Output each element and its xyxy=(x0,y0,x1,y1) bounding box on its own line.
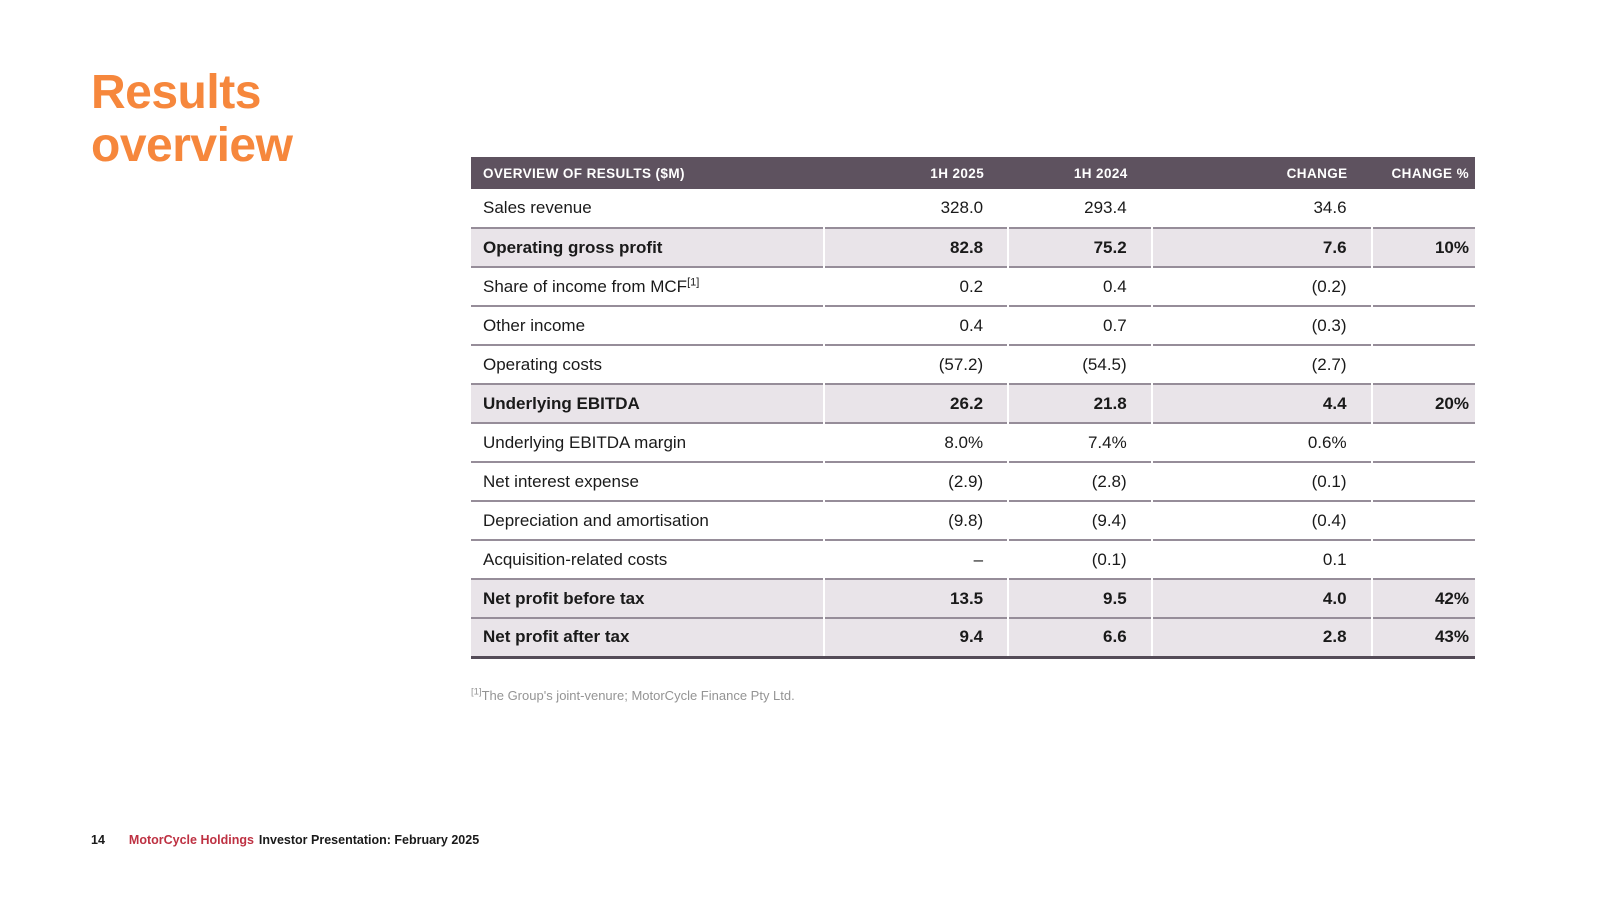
footnote-marker: [1] xyxy=(471,686,482,698)
cell-change: (2.7) xyxy=(1150,345,1372,384)
slide-footer: 14 MotorCycle Holdings Investor Presenta… xyxy=(91,833,479,847)
table-row: Operating gross profit 82.8 75.2 7.6 10% xyxy=(471,228,1475,267)
row-label: Underlying EBITDA margin xyxy=(483,432,687,452)
cell-change-pct xyxy=(1370,306,1475,345)
footnote: [1]The Group's joint-venure; MotorCycle … xyxy=(471,686,795,703)
page-title-line-2: overview xyxy=(91,119,293,172)
cell-change: 4.0 xyxy=(1150,579,1372,618)
cell-change-pct xyxy=(1370,501,1475,540)
cell-change: 0.6% xyxy=(1150,423,1372,462)
cell-1h2025: 0.2 xyxy=(823,267,1009,306)
cell-1h2025: 13.5 xyxy=(823,579,1009,618)
cell-1h2025: 82.8 xyxy=(823,228,1009,267)
page-title-line-1: Results xyxy=(91,66,261,119)
cell-change-pct: 20% xyxy=(1370,384,1475,423)
cell-1h2025: (57.2) xyxy=(823,345,1009,384)
column-header-change: CHANGE xyxy=(1151,157,1372,189)
cell-1h2024: (2.8) xyxy=(1007,462,1152,501)
row-label: Operating gross profit xyxy=(483,237,663,257)
brand-name: MotorCycle Holdings xyxy=(128,833,254,847)
row-label: Net interest expense xyxy=(483,471,639,491)
cell-change-pct xyxy=(1370,345,1475,384)
cell-change: (0.2) xyxy=(1150,267,1372,306)
table-row: Share of income from MCF[1] 0.2 0.4 (0.2… xyxy=(471,267,1475,306)
cell-change-pct: 10% xyxy=(1370,228,1475,267)
table-row: Other income 0.4 0.7 (0.3) xyxy=(471,306,1475,345)
row-label: Underlying EBITDA xyxy=(483,393,640,413)
cell-1h2025: 26.2 xyxy=(823,384,1009,423)
cell-1h2025: 328.0 xyxy=(823,189,1009,228)
cell-1h2024: 0.4 xyxy=(1007,267,1152,306)
cell-change-pct xyxy=(1370,462,1475,501)
cell-change: (0.4) xyxy=(1150,501,1372,540)
cell-1h2024: 0.7 xyxy=(1007,306,1152,345)
cell-change-pct: 42% xyxy=(1370,579,1475,618)
cell-1h2024: 75.2 xyxy=(1007,228,1152,267)
column-header-change-pct: CHANGE % xyxy=(1371,157,1475,189)
row-label: Sales revenue xyxy=(483,198,592,217)
row-label: Acquisition-related costs xyxy=(483,549,668,569)
cell-change-pct xyxy=(1370,540,1475,579)
footnote-ref: [1] xyxy=(687,275,700,288)
cell-change-pct: 43% xyxy=(1370,618,1475,657)
row-label: Other income xyxy=(483,315,586,335)
cell-1h2025: – xyxy=(823,540,1009,579)
table-row: Underlying EBITDA margin 8.0% 7.4% 0.6% xyxy=(471,423,1475,462)
table-row: Operating costs (57.2) (54.5) (2.7) xyxy=(471,345,1475,384)
cell-change-pct xyxy=(1370,423,1475,462)
column-header-overview: OVERVIEW OF RESULTS ($M) xyxy=(471,157,825,189)
column-header-1h2025: 1H 2025 xyxy=(824,157,1009,189)
table-row: Sales revenue 328.0 293.4 34.6 xyxy=(471,189,1475,228)
results-table-container: OVERVIEW OF RESULTS ($M) 1H 2025 1H 2024… xyxy=(471,157,1475,659)
table-row: Acquisition-related costs – (0.1) 0.1 xyxy=(471,540,1475,579)
cell-change: 4.4 xyxy=(1150,384,1372,423)
page-title: Results overview xyxy=(91,66,293,172)
cell-1h2025: 8.0% xyxy=(823,423,1009,462)
cell-change-pct xyxy=(1370,189,1475,228)
table-row: Depreciation and amortisation (9.8) (9.4… xyxy=(471,501,1475,540)
cell-change-pct xyxy=(1370,267,1475,306)
cell-change: 0.1 xyxy=(1150,540,1372,579)
cell-1h2025: 0.4 xyxy=(823,306,1009,345)
table-row: Net interest expense (2.9) (2.8) (0.1) xyxy=(471,462,1475,501)
cell-1h2025: 9.4 xyxy=(823,618,1009,657)
cell-1h2025: (2.9) xyxy=(823,462,1009,501)
presentation-title: Investor Presentation: February 2025 xyxy=(258,833,480,847)
footnote-text: The Group's joint-venure; MotorCycle Fin… xyxy=(481,688,795,703)
column-header-1h2024: 1H 2024 xyxy=(1008,157,1152,189)
cell-change: 2.8 xyxy=(1150,618,1372,657)
row-label: Share of income from MCF[1] xyxy=(483,275,700,296)
cell-change: (0.3) xyxy=(1150,306,1372,345)
table-header-row: OVERVIEW OF RESULTS ($M) 1H 2025 1H 2024… xyxy=(471,157,1475,189)
cell-1h2024: 21.8 xyxy=(1007,384,1152,423)
table-row: Net profit before tax 13.5 9.5 4.0 42% xyxy=(471,579,1475,618)
results-table: OVERVIEW OF RESULTS ($M) 1H 2025 1H 2024… xyxy=(471,157,1475,659)
cell-1h2025: (9.8) xyxy=(823,501,1009,540)
row-label: Net profit before tax xyxy=(483,588,645,608)
page-number: 14 xyxy=(91,833,105,847)
row-label: Net profit after tax xyxy=(483,627,630,647)
cell-change: 34.6 xyxy=(1150,189,1372,228)
cell-1h2024: 9.5 xyxy=(1007,579,1152,618)
cell-change: (0.1) xyxy=(1150,462,1372,501)
table-row: Underlying EBITDA 26.2 21.8 4.4 20% xyxy=(471,384,1475,423)
row-label: Operating costs xyxy=(483,354,603,374)
cell-1h2024: (0.1) xyxy=(1007,540,1152,579)
cell-1h2024: (54.5) xyxy=(1007,345,1152,384)
row-label: Depreciation and amortisation xyxy=(483,510,709,530)
cell-1h2024: 7.4% xyxy=(1007,423,1152,462)
cell-change: 7.6 xyxy=(1150,228,1372,267)
cell-1h2024: 293.4 xyxy=(1007,189,1152,228)
cell-1h2024: 6.6 xyxy=(1007,618,1152,657)
table-row: Net profit after tax 9.4 6.6 2.8 43% xyxy=(471,618,1475,657)
cell-1h2024: (9.4) xyxy=(1007,501,1152,540)
